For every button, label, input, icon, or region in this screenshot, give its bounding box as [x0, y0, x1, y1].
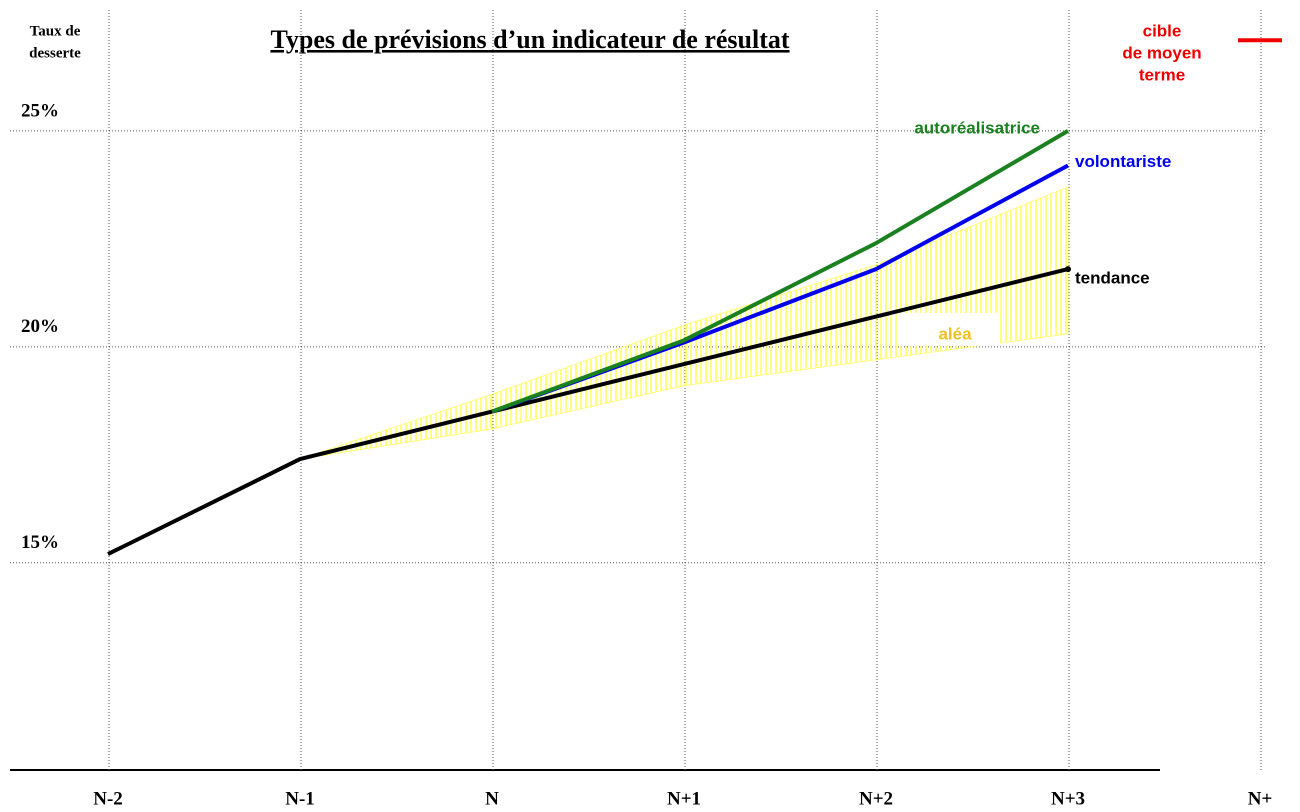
- x-tick-label: N+: [1248, 788, 1273, 809]
- chart-title: Types de prévisions d’un indicateur de r…: [270, 25, 789, 54]
- series-label: autoréalisatrice: [914, 118, 1040, 137]
- target-label: terme: [1139, 65, 1185, 84]
- line: [491, 129, 1070, 414]
- y-axis-label: Taux de: [30, 23, 81, 39]
- y-axis-label: desserte: [29, 45, 81, 61]
- band-label-box: [900, 313, 1000, 346]
- x-tick-label: N: [485, 788, 499, 809]
- series-label: tendance: [1075, 269, 1150, 288]
- x-tick-label: N+1: [667, 788, 701, 809]
- band-label: aléa: [938, 324, 972, 343]
- target-label: cible: [1143, 21, 1182, 40]
- series-label: volontariste: [1075, 152, 1171, 171]
- band-segment: [299, 393, 493, 460]
- x-tick-label: N+3: [1051, 788, 1085, 809]
- y-tick-label: 25%: [21, 100, 59, 121]
- line-end: [1065, 266, 1071, 273]
- y-tick-label: 20%: [21, 316, 59, 337]
- x-tick-label: N-1: [285, 788, 315, 809]
- target-label: de moyen: [1122, 43, 1201, 62]
- line: [107, 267, 1069, 556]
- x-tick-label: N-2: [93, 788, 123, 809]
- y-tick-label: 15%: [21, 532, 59, 553]
- x-tick-label: N+2: [859, 788, 893, 809]
